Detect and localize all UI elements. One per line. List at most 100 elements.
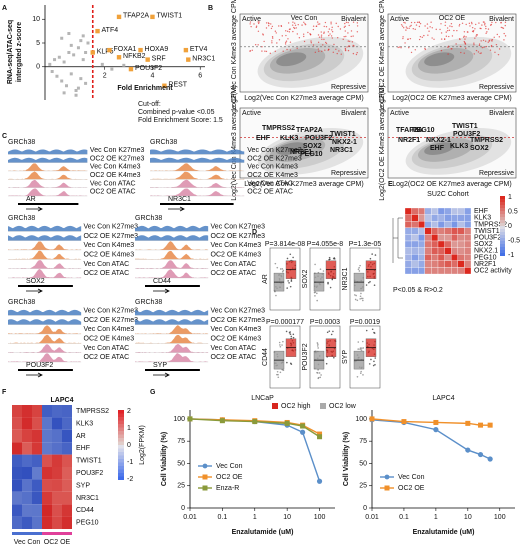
point bbox=[116, 14, 122, 20]
peak-dot bbox=[323, 38, 325, 41]
track-signal bbox=[8, 241, 82, 250]
peak-dot bbox=[288, 28, 291, 31]
peak-dot bbox=[287, 22, 290, 24]
y-axis-label: Log2(Vec Con K4me3 average CPM) bbox=[231, 85, 238, 201]
peak-dot bbox=[444, 24, 446, 27]
legend-swatch bbox=[272, 403, 278, 409]
heat-cell bbox=[411, 254, 419, 261]
track-name: Vec Con K4me3 bbox=[84, 326, 135, 333]
peak-dot bbox=[329, 33, 331, 35]
peak-dot bbox=[271, 37, 274, 39]
y-tick-label: 0 bbox=[36, 64, 40, 71]
heat-cell bbox=[32, 405, 42, 418]
track-name: OC2 OE ATAC bbox=[84, 270, 130, 277]
legend-swatch bbox=[320, 403, 326, 409]
heat-cell bbox=[464, 234, 472, 242]
peak-dot bbox=[330, 23, 332, 25]
peak-dot bbox=[409, 25, 411, 28]
peak-dot bbox=[424, 25, 426, 27]
series-line bbox=[189, 418, 320, 435]
marker bbox=[316, 478, 323, 484]
row-label: POU3F2 bbox=[76, 470, 103, 477]
heat-cell bbox=[457, 240, 465, 248]
peak-dot bbox=[468, 22, 471, 25]
plot-title: LAPC4 bbox=[51, 397, 74, 404]
heat-cell bbox=[464, 214, 472, 222]
heat-cell bbox=[32, 504, 42, 517]
heat-cell bbox=[451, 227, 458, 235]
sample-dot bbox=[357, 341, 360, 343]
track-signal bbox=[8, 157, 88, 163]
peak-dot bbox=[352, 44, 354, 47]
marker bbox=[252, 419, 258, 425]
heat-cell bbox=[418, 214, 425, 222]
gene-label: EHF bbox=[256, 135, 271, 142]
peak-dot bbox=[323, 32, 325, 35]
assembly: GRCh38 bbox=[150, 139, 177, 146]
y-tick-label: 75 bbox=[177, 438, 185, 445]
peak-dot bbox=[504, 21, 507, 24]
peak-dot bbox=[293, 27, 296, 30]
gene-label: POU3F2 bbox=[305, 135, 332, 142]
y-axis-label: Cell Viability (%) bbox=[343, 432, 350, 486]
gene-label: TFAP2A bbox=[296, 127, 323, 134]
peak-dot bbox=[310, 42, 312, 44]
heat-cell bbox=[411, 267, 419, 275]
scale-tick: -1 bbox=[127, 459, 133, 466]
row-label: PEG10 bbox=[76, 520, 99, 527]
scale-tick: 0 bbox=[508, 223, 512, 230]
heat-cell bbox=[52, 491, 62, 505]
peak-dot bbox=[397, 46, 399, 49]
gene-name: POU3F2 bbox=[302, 343, 309, 370]
peak-dot bbox=[347, 49, 350, 52]
gene-label: TWIST1 bbox=[452, 123, 478, 130]
peak-dot bbox=[477, 51, 480, 53]
track-signal bbox=[8, 353, 82, 362]
marker bbox=[478, 422, 484, 428]
gene-arrow bbox=[168, 206, 185, 212]
peak-dot bbox=[446, 27, 449, 29]
heat-cell bbox=[42, 467, 52, 480]
sample-dot bbox=[281, 270, 284, 273]
peak-dot bbox=[491, 21, 493, 24]
sample-dot bbox=[292, 333, 295, 336]
sample-dot bbox=[316, 292, 318, 295]
heat-cell bbox=[431, 207, 439, 215]
peak-dot bbox=[347, 32, 349, 34]
peak-dot bbox=[445, 35, 448, 37]
track-signal bbox=[135, 309, 209, 316]
peak-dot bbox=[281, 35, 283, 37]
peak-dot bbox=[483, 46, 485, 48]
sample-dot bbox=[332, 330, 334, 333]
scale-step bbox=[118, 427, 124, 431]
peak-dot bbox=[335, 22, 337, 25]
x-axis-label: Enzalutamide (uM) bbox=[232, 529, 294, 536]
track-signal bbox=[135, 260, 209, 269]
peak-dot bbox=[255, 25, 258, 27]
heat-cell bbox=[464, 207, 472, 215]
marker bbox=[487, 456, 493, 462]
peak-dot bbox=[473, 53, 475, 55]
heat-cell bbox=[424, 207, 432, 215]
peak-dot bbox=[332, 51, 335, 53]
assembly: GRCh38 bbox=[8, 215, 35, 222]
point bbox=[95, 28, 100, 34]
heat-cell bbox=[22, 504, 32, 517]
sample-dot bbox=[329, 258, 331, 261]
heat-cell bbox=[464, 227, 472, 235]
peak-dot bbox=[328, 34, 330, 37]
scale-step bbox=[118, 420, 124, 424]
point bbox=[128, 66, 134, 72]
track-name: OC2 OE ATAC bbox=[247, 189, 293, 196]
heat-cell bbox=[411, 227, 419, 235]
track-signal bbox=[8, 179, 88, 188]
row-label: NR2F1 bbox=[474, 261, 496, 268]
heat-cell bbox=[52, 417, 62, 430]
peak-dot bbox=[476, 34, 479, 36]
sample-dot bbox=[314, 291, 317, 293]
peak-dot bbox=[312, 44, 315, 46]
marker bbox=[433, 427, 439, 433]
peak-dot bbox=[479, 52, 481, 55]
heat-cell bbox=[22, 405, 32, 418]
peak-dot bbox=[485, 45, 488, 48]
